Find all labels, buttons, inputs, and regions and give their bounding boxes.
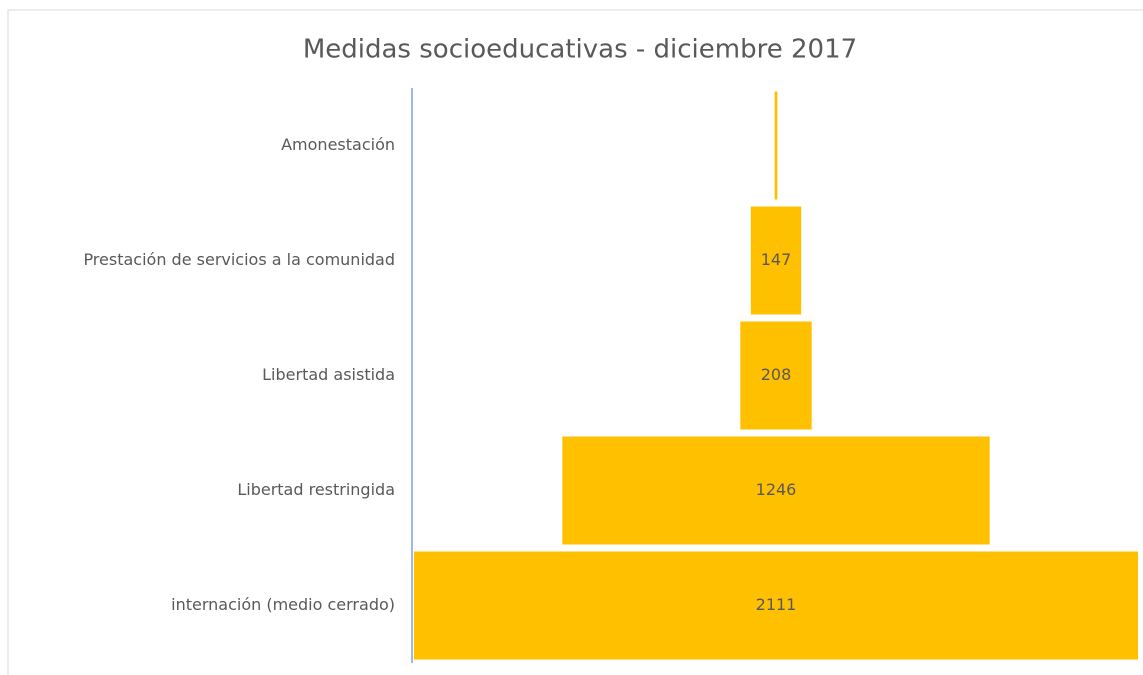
data-label: 1246 [756,480,797,499]
category-label: Prestación de servicios a la comunidad [83,250,395,269]
funnel-bar [750,206,802,315]
category-label: Amonestación [281,135,395,154]
funnel-bar [740,321,812,430]
category-label: Libertad restringida [237,480,395,499]
data-label: 2111 [756,595,797,614]
chart-title: Medidas socioeducativas - diciembre 2017 [303,35,857,65]
funnel-bar [562,436,990,545]
funnel-bar [414,551,1138,660]
funnel-bar [774,91,778,200]
data-label: 147 [761,250,792,269]
data-label: 208 [761,365,792,384]
category-label: internación (medio cerrado) [171,595,395,614]
category-label: Libertad asistida [262,365,395,384]
